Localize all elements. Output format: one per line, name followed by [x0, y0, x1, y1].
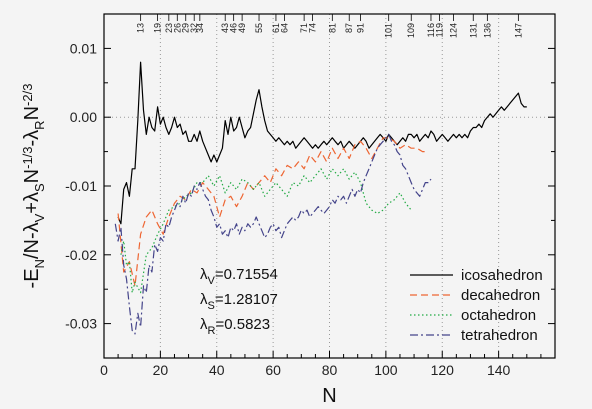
magic-number-label: 147 — [513, 23, 523, 38]
grid-lines — [104, 14, 555, 358]
y-axis-label-part: -λ — [21, 130, 43, 147]
legend-label-octahedron: octahedron — [461, 307, 536, 324]
x-tick-label: 0 — [100, 362, 108, 378]
y-axis-label-part: N — [21, 106, 43, 120]
x-tick-label: 100 — [374, 362, 398, 378]
y-axis-label-part: N — [21, 169, 43, 183]
magic-number-label: 91 — [356, 23, 366, 33]
y-axis-label-part: V — [32, 213, 47, 222]
parameter-annotation: λS=1.28107 — [200, 291, 278, 312]
magic-number-label: 19 — [153, 23, 163, 33]
x-tick-label: 120 — [431, 362, 455, 378]
series-line-decahedron — [117, 137, 429, 287]
x-tick-label: 60 — [265, 362, 281, 378]
magic-number-label: 87 — [344, 23, 354, 33]
y-tick-label: -0.01 — [65, 178, 97, 194]
x-tick-label: 140 — [487, 362, 511, 378]
magic-number-label: 49 — [237, 23, 247, 33]
magic-number-label: 29 — [181, 23, 191, 33]
legend-label-tetrahedron: tetrahedron — [461, 327, 538, 344]
y-axis-label-part: R — [32, 120, 47, 129]
parameter-annotations: λV=0.71554 λS=1.28107 λR=0.5823 — [200, 266, 278, 337]
magic-number-label: 46 — [229, 23, 239, 33]
axes: 0 20 40 60 80 100 120 140 0.01 0.00 -0.01 -0.02 -0.0… — [65, 13, 556, 378]
magic-number-label: 55 — [254, 23, 264, 33]
magic-number-label: 109 — [406, 23, 416, 38]
x-tick-label: 80 — [322, 362, 338, 378]
magic-number-label: 74 — [308, 23, 318, 33]
y-axis-label-part: S — [32, 183, 47, 192]
x-tick-label: 40 — [209, 362, 225, 378]
magic-number-label: 26 — [172, 23, 182, 33]
y-axis-label-part: -1/3 — [20, 146, 35, 168]
y-axis-label-group: -EN/N-λV+λSN-1/3-λRN-2/3 — [20, 84, 47, 289]
magic-number-label: 131 — [468, 23, 478, 38]
magic-number-label: 34 — [195, 23, 205, 33]
magic-number-label: 13 — [136, 23, 146, 33]
legend-label-icosahedron: icosahedron — [461, 267, 543, 284]
magic-number-label: 124 — [449, 23, 459, 38]
y-axis-label-part: -E — [21, 268, 43, 288]
magic-number-label: 81 — [327, 23, 337, 33]
magic-number-label: 23 — [164, 23, 174, 33]
x-axis-label: N — [322, 385, 336, 407]
parameter-annotation: λR=0.5823 — [200, 316, 270, 337]
series-line-tetrahedron — [114, 133, 432, 335]
y-axis-label-part: -2/3 — [20, 84, 35, 106]
magic-number-label: 64 — [279, 23, 289, 33]
y-axis-label-part: N — [32, 259, 47, 268]
magic-number-label: 119 — [434, 23, 444, 37]
legend-label-decahedron: decahedron — [461, 287, 540, 304]
magic-number-label: 101 — [384, 23, 394, 38]
series-lines — [114, 61, 527, 335]
magic-number-label: 61 — [271, 23, 281, 33]
y-axis-label-part: +λ — [21, 192, 43, 214]
y-tick-label: -0.02 — [65, 247, 97, 263]
magic-number-label: 116 — [426, 23, 436, 37]
series-line-icosahedron — [117, 61, 527, 225]
magic-number-label: 43 — [220, 23, 230, 33]
magic-number-label: 136 — [482, 23, 492, 38]
magic-number-label: 32 — [189, 23, 199, 33]
legend: icosahedron decahedron octahedron tetrahedr… — [410, 267, 543, 344]
y-tick-label: 0.01 — [70, 40, 97, 56]
x-tick-label: 20 — [153, 362, 169, 378]
magic-number-label: 71 — [299, 23, 309, 33]
y-tick-label: 0.00 — [70, 109, 97, 125]
y-axis-label-part: /N-λ — [21, 222, 43, 259]
parameter-annotation: λV=0.71554 — [200, 266, 278, 287]
y-axis-label: -EN/N-λV+λSN-1/3-λRN-2/3 — [20, 84, 47, 289]
y-tick-label: -0.03 — [65, 316, 97, 332]
